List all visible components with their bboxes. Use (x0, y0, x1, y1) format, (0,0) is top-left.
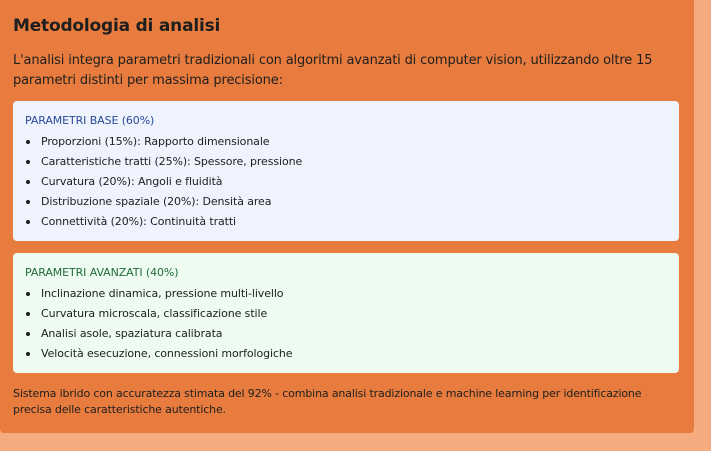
base-parameters-list: Proporzioni (15%): Rapporto dimensionale… (25, 132, 667, 232)
list-item: Distribuzione spaziale (20%): Densità ar… (25, 192, 667, 212)
list-item: Caratteristiche tratti (25%): Spessore, … (25, 152, 667, 172)
list-item: Velocità esecuzione, connessioni morfolo… (25, 344, 667, 364)
list-item: Analisi asole, spaziatura calibrata (25, 324, 667, 344)
list-item: Connettività (20%): Continuità tratti (25, 212, 667, 232)
advanced-parameters-title: PARAMETRI AVANZATI (40%) (25, 266, 179, 279)
list-item: Proporzioni (15%): Rapporto dimensionale (25, 132, 667, 152)
footer-note: Sistema ibrido con accuratezza stimata d… (13, 387, 642, 416)
section-title: Metodologia di analisi (13, 16, 221, 36)
base-parameters-box: PARAMETRI BASE (60%) Proporzioni (15%): … (13, 101, 679, 241)
list-item: Inclinazione dinamica, pressione multi-l… (25, 284, 667, 304)
advanced-parameters-list: Inclinazione dinamica, pressione multi-l… (25, 284, 667, 364)
list-item: Curvatura microscala, classificazione st… (25, 304, 667, 324)
base-parameters-title: PARAMETRI BASE (60%) (25, 114, 155, 127)
advanced-parameters-box: PARAMETRI AVANZATI (40%) Inclinazione di… (13, 253, 679, 373)
list-item: Curvatura (20%): Angoli e fluidità (25, 172, 667, 192)
methodology-panel: Metodologia di analisi L'analisi integra… (0, 0, 694, 433)
intro-text: L'analisi integra parametri tradizionali… (13, 53, 653, 88)
